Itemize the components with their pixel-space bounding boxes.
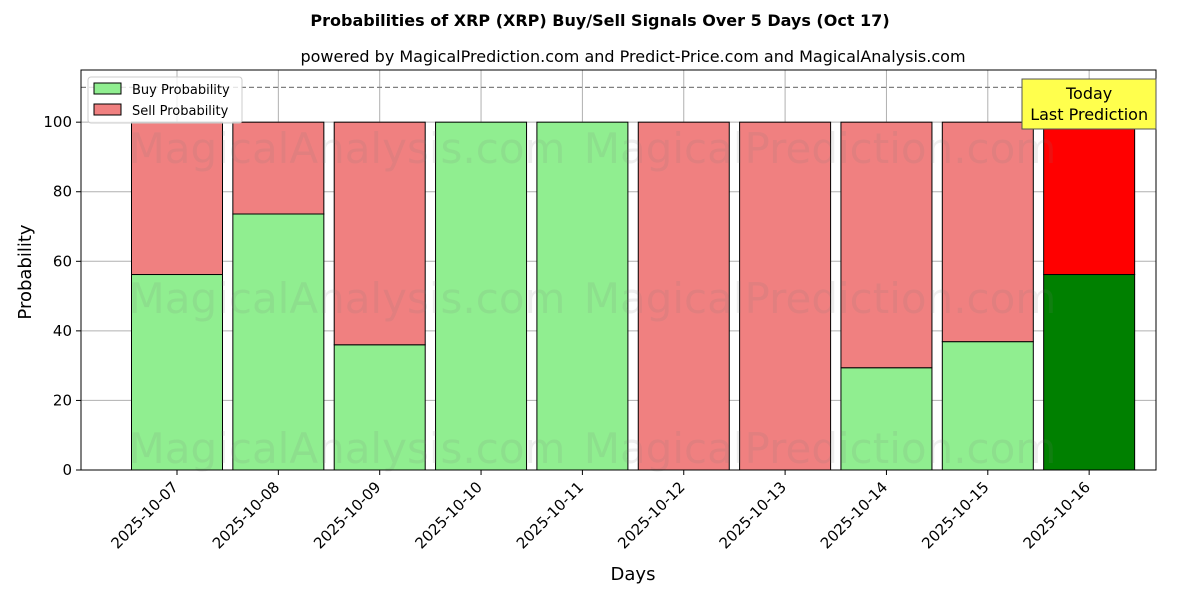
annotation-text: Today	[1065, 84, 1112, 103]
y-tick-label: 0	[62, 461, 72, 479]
y-tick-label: 80	[53, 183, 72, 201]
x-tick-label: 2025-10-07	[107, 478, 181, 552]
y-tick-label: 100	[43, 113, 72, 131]
sell-bar	[637, 121, 730, 471]
y-tick-label: 40	[53, 322, 72, 340]
y-axis-label: Probability	[15, 224, 36, 319]
y-tick-label: 20	[53, 391, 72, 409]
buy-bar	[941, 341, 1034, 471]
sell-bar	[131, 121, 223, 276]
x-tick-label: 2025-10-08	[209, 478, 283, 552]
watermark-text: MagicalPrediction.com	[584, 274, 1057, 323]
legend-label: Buy Probability	[132, 83, 230, 98]
x-axis-label: Days	[611, 564, 656, 585]
legend-swatch	[93, 82, 122, 95]
buy-bar	[1043, 274, 1136, 471]
sell-bar	[739, 121, 832, 471]
legend-swatch	[93, 103, 122, 116]
watermark-text: MagicalPrediction.com	[584, 424, 1057, 473]
y-axis: 0 20 40 60 80 100	[43, 113, 81, 479]
buy-bar	[333, 344, 426, 471]
x-tick-label: 2025-10-15	[918, 478, 992, 552]
watermark-text: MagicalAnalysis.com	[129, 424, 566, 473]
x-tick-label: 2025-10-13	[716, 478, 790, 552]
today-annotation: Today Last Prediction	[1021, 78, 1157, 130]
sell-bar	[1043, 121, 1136, 276]
sell-bar	[840, 121, 933, 369]
sell-bar	[941, 121, 1034, 343]
x-tick-label: 2025-10-09	[310, 478, 384, 552]
watermark-text: MagicalAnalysis.com	[129, 124, 566, 173]
legend: Buy Probability Sell Probability	[87, 76, 243, 124]
annotation-box	[1021, 78, 1157, 130]
buy-bar	[840, 367, 933, 471]
chart-title: Probabilities of XRP (XRP) Buy/Sell Sign…	[310, 11, 889, 30]
sell-bar	[232, 121, 325, 215]
plot-frame	[80, 69, 1157, 471]
legend-box	[87, 76, 243, 124]
x-tick-label: 2025-10-14	[817, 478, 891, 552]
watermark-layer: MagicalAnalysis.com MagicalPrediction.com…	[129, 124, 1057, 473]
x-tick-label: 2025-10-16	[1020, 478, 1094, 552]
watermark-text: MagicalAnalysis.com	[129, 274, 566, 323]
x-axis: 2025-10-07 2025-10-08 2025-10-09 2025-10-10…	[107, 470, 1094, 552]
buy-bar	[435, 121, 528, 471]
bars-layer	[131, 121, 1136, 471]
buy-bar	[131, 274, 223, 471]
sell-bar	[333, 121, 426, 346]
x-tick-label: 2025-10-12	[614, 478, 688, 552]
x-tick-label: 2025-10-10	[411, 478, 485, 552]
watermark-text: MagicalPrediction.com	[584, 124, 1057, 173]
x-tick-label: 2025-10-11	[513, 478, 587, 552]
y-tick-label: 60	[53, 252, 72, 270]
legend-label: Sell Probability	[132, 104, 229, 119]
annotation-text: Last Prediction	[1030, 105, 1148, 124]
chart-subtitle: powered by MagicalPrediction.com and Pre…	[300, 47, 965, 66]
